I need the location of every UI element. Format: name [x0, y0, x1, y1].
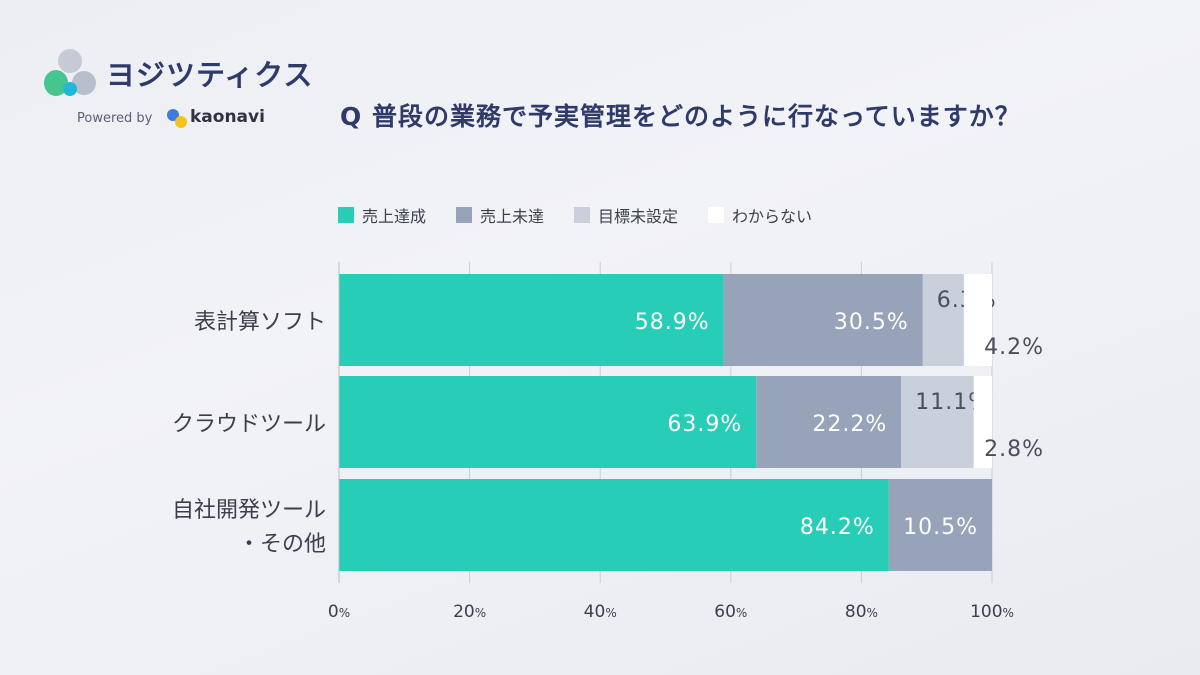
legend-swatch: [708, 207, 725, 223]
data-label: 63.9%: [667, 412, 742, 437]
logo-icon: [44, 49, 96, 96]
x-tick-label: 100%: [970, 602, 1014, 622]
category-label: 自社開発ツール: [172, 498, 326, 523]
bar-segment: [339, 479, 889, 571]
brand-name: ヨジツティクス: [106, 58, 314, 92]
data-label: 22.2%: [812, 412, 887, 437]
legend-label: 売上達成: [362, 207, 427, 226]
chart-title: Q 普段の業務で予実管理をどのように行なっていますか？: [340, 102, 1021, 131]
legend-item: 売上達成: [338, 203, 426, 227]
data-label: 10.5%: [903, 515, 978, 540]
legend-item: 目標未設定: [574, 203, 678, 227]
legend-swatch: [456, 207, 473, 223]
x-tick-label: 0%: [328, 602, 350, 622]
legend-item: わからない: [708, 203, 812, 227]
x-tick-label: 80%: [845, 602, 878, 622]
data-label: 2.8%: [984, 437, 1044, 462]
bar-segment: [339, 376, 757, 468]
legend-label: 目標未設定: [598, 207, 679, 226]
data-label: 4.2%: [984, 335, 1044, 360]
legend-item: 売上未達: [456, 203, 544, 227]
legend-swatch: [338, 207, 354, 223]
category-label: ・その他: [238, 532, 326, 557]
partner-name: kaonavi: [190, 107, 265, 127]
bar-segment: [973, 376, 992, 468]
bar-segment: [756, 376, 902, 468]
category-label: 表計算ソフト: [194, 310, 326, 335]
bar-segment: [963, 274, 992, 366]
x-tick-label: 20%: [453, 602, 486, 622]
data-label: 84.2%: [800, 515, 875, 540]
kaonavi-logo-icon: [167, 109, 187, 128]
x-tick-label: 60%: [714, 602, 747, 622]
legend-label: わからない: [732, 207, 813, 226]
powered-by: Powered by: [77, 111, 153, 126]
bar-segment: [901, 376, 974, 468]
bar-segment: [922, 274, 964, 366]
data-label: 30.5%: [834, 310, 909, 335]
legend-label: 売上未達: [480, 207, 545, 226]
data-label: 58.9%: [635, 310, 710, 335]
bar-segment: [888, 479, 992, 571]
category-label: クラウドツール: [172, 412, 326, 437]
bar-segment: [339, 274, 724, 366]
legend: 売上達成 売上未達 目標未設定 わからない: [338, 203, 812, 227]
x-tick-label: 40%: [584, 602, 617, 622]
legend-swatch: [574, 207, 591, 223]
bar-segment: [723, 274, 923, 366]
